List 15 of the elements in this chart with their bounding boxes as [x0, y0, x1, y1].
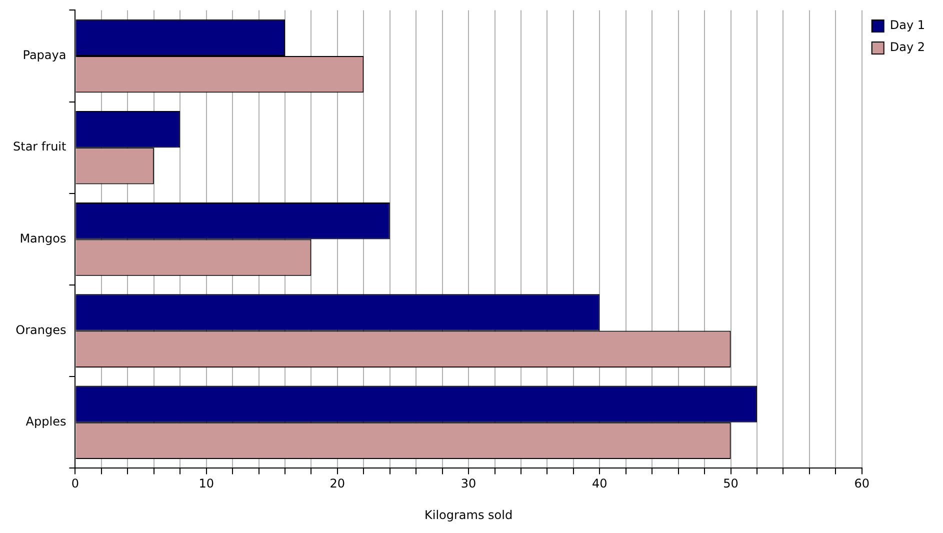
y-tick-label: Papaya [22, 48, 66, 62]
legend-label: Day 1 [890, 18, 926, 32]
x-tick-label: 40 [592, 476, 608, 491]
x-tick-label: 30 [460, 476, 476, 491]
y-tick-label: Oranges [16, 322, 66, 337]
x-tick-label: 60 [854, 476, 870, 491]
x-tick-label: 10 [198, 476, 214, 491]
y-tick-label: Apples [26, 414, 66, 429]
x-axis-title: Kilograms sold [424, 508, 513, 522]
x-tick-label: 0 [71, 476, 80, 491]
y-tick-label: Mangos [20, 231, 66, 246]
x-tick-label: 20 [330, 476, 346, 491]
y-tick-label: Star fruit [12, 140, 67, 154]
x-tick-label: 50 [723, 476, 738, 491]
legend-label: Day 2 [890, 40, 926, 54]
